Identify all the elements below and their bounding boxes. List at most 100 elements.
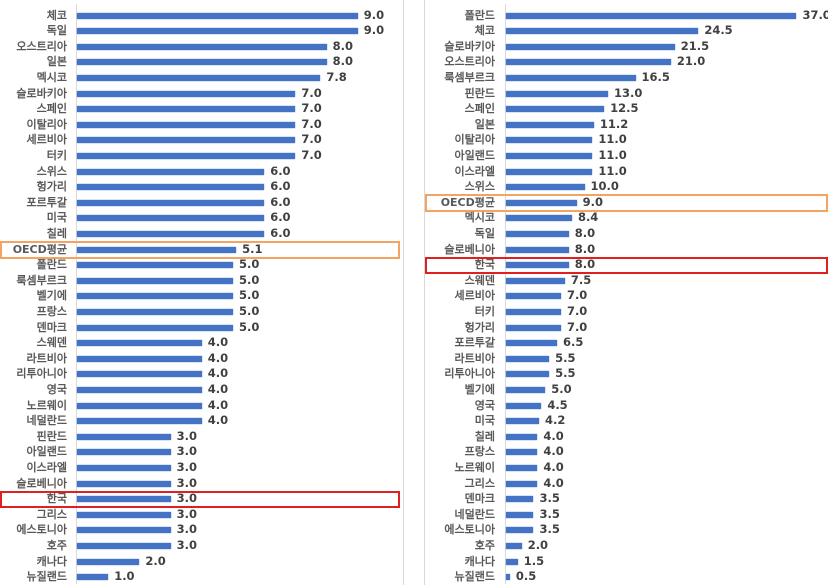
bar: [77, 433, 171, 440]
bar: [506, 449, 538, 456]
bar: [506, 106, 605, 113]
bar-row: 네덜란드 4.0: [0, 413, 400, 429]
bar: [506, 121, 594, 128]
data-label: 4.0: [543, 444, 564, 459]
bar-row: 노르웨이 4.0: [0, 398, 400, 414]
category-label: 스페인: [36, 102, 67, 116]
bar-row: 룩셈부르크 5.0: [0, 273, 400, 289]
data-label: 4.0: [207, 397, 229, 412]
bar-row: 칠레 4.0: [408, 429, 828, 445]
category-label: 라트비아: [454, 351, 495, 365]
bar-row: 체코 9.0: [0, 8, 400, 24]
data-label: 12.5: [610, 101, 639, 116]
category-label: 노르웨이: [454, 460, 495, 474]
bar: [506, 184, 585, 191]
category-label: 멕시코: [464, 211, 495, 225]
bar-row: 리투아니아 4.0: [0, 366, 400, 382]
category-label: 뉴질랜드: [454, 570, 495, 584]
bar-row: 터키 7.0: [408, 304, 828, 320]
data-label: 2.0: [527, 537, 549, 552]
data-label: 7.0: [301, 116, 322, 131]
data-label: 21.5: [680, 38, 710, 53]
category-label: 체코: [474, 24, 495, 38]
bar: [77, 12, 358, 19]
bar: [506, 340, 558, 347]
category-label: 네덜란드: [26, 414, 67, 428]
category-label: 슬로바키아: [444, 39, 495, 53]
bar: [77, 511, 171, 518]
category-label: 룩셈부르크: [16, 273, 67, 287]
data-label: 4.2: [544, 413, 566, 428]
bar-row: 영국 4.5: [408, 398, 828, 414]
category-label: 폴란드: [464, 8, 495, 22]
bar: [77, 152, 296, 159]
category-label: 미국: [474, 414, 495, 428]
bar: [77, 199, 265, 206]
bar-row: 스페인 7.0: [0, 101, 400, 117]
category-label: 뉴질랜드: [26, 570, 67, 584]
bar: [77, 480, 171, 487]
data-label: 4.0: [543, 475, 564, 490]
bar: [77, 43, 327, 50]
category-label: 체코: [46, 8, 67, 22]
chart-border: [424, 0, 425, 585]
bar-row: 일본 11.2: [408, 117, 828, 133]
category-label: 이탈리아: [454, 133, 495, 147]
bar: [506, 293, 561, 300]
bar-row: 캐나다 1.5: [408, 554, 828, 570]
data-label: 8.0: [332, 38, 353, 53]
bar: [77, 277, 233, 284]
bar-row: OECD평균 9.0: [408, 195, 828, 211]
bar: [77, 542, 171, 549]
bar-row: 스위스 10.0: [408, 179, 828, 195]
data-label: 11.0: [598, 163, 627, 178]
data-label: 5.1: [242, 241, 263, 256]
bar: [506, 168, 593, 175]
category-label: OECD평균: [440, 195, 495, 209]
data-label: 4.5: [547, 397, 568, 412]
bar: [506, 464, 538, 471]
category-label: 헝가리: [36, 180, 67, 194]
bar: [506, 418, 539, 425]
bar: [506, 59, 671, 66]
category-label: 벨기에: [464, 382, 495, 396]
data-label: 8.4: [577, 210, 599, 225]
bar-row: 포르투갈 6.0: [0, 195, 400, 211]
bar-row: 슬로베니아 8.0: [408, 242, 828, 258]
bar-row: 한국 8.0: [408, 257, 828, 273]
bar-row: 프랑스 5.0: [0, 304, 400, 320]
data-label: 7.5: [570, 272, 592, 287]
bar-row: 한국 3.0: [0, 491, 400, 507]
data-label: 3.0: [176, 444, 197, 459]
bar: [506, 558, 518, 565]
data-label: 6.0: [270, 179, 291, 194]
bar: [506, 574, 510, 581]
bar: [506, 215, 572, 222]
data-label: 4.0: [543, 428, 564, 443]
bar-row: 이탈리아 11.0: [408, 132, 828, 148]
data-label: 5.0: [239, 272, 260, 287]
category-label: 영국: [474, 398, 495, 412]
bar: [77, 340, 202, 347]
bar: [506, 542, 522, 549]
category-label: 한국: [474, 258, 495, 272]
category-label: 일본: [474, 117, 495, 131]
category-label: OECD평균: [12, 242, 67, 256]
bar-row: 라트비아 5.5: [408, 351, 828, 367]
data-label: 1.0: [114, 569, 135, 584]
data-label: 5.0: [239, 303, 260, 318]
bar: [77, 137, 296, 144]
bar-row: 이스라엘 11.0: [408, 164, 828, 180]
bar: [506, 12, 797, 19]
data-label: 5.0: [239, 319, 260, 334]
data-label: 9.0: [363, 23, 385, 38]
bar-row: 이스라엘 3.0: [0, 460, 400, 476]
bar: [506, 262, 569, 269]
bar-row: 스웨덴 7.5: [408, 273, 828, 289]
bar: [506, 74, 636, 81]
bar: [77, 262, 233, 269]
bar-row: 독일 9.0: [0, 23, 400, 39]
bar-row: 네덜란드 3.5: [408, 507, 828, 523]
data-label: 3.0: [176, 491, 197, 506]
bar: [77, 371, 202, 378]
